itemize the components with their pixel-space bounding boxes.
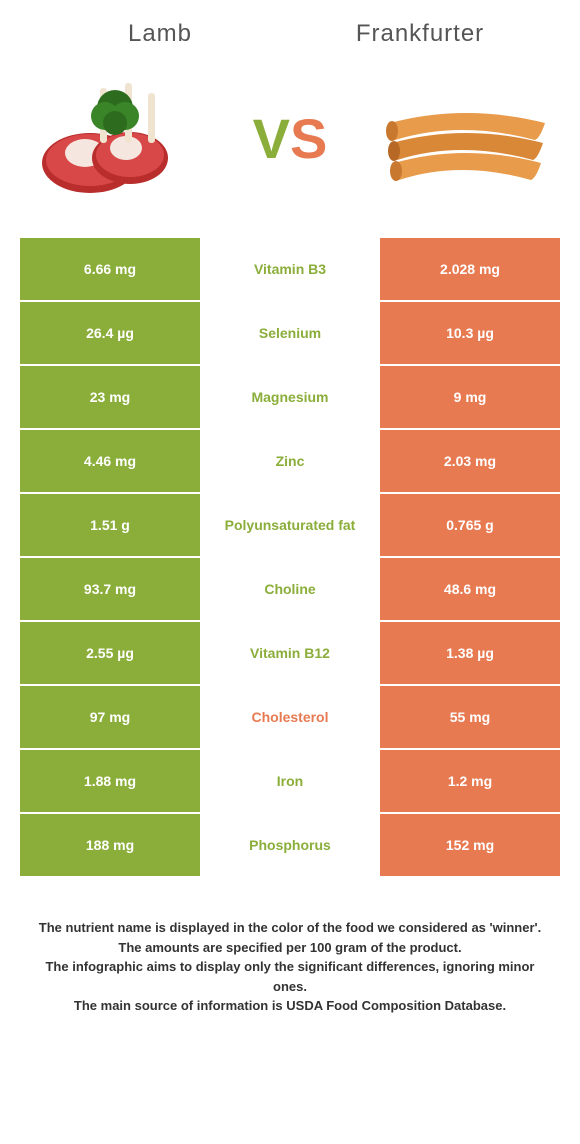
- cell-right-value: 55 mg: [380, 686, 560, 748]
- cell-right-value: 0.765 g: [380, 494, 560, 556]
- footer-notes: The nutrient name is displayed in the co…: [0, 878, 580, 1046]
- header: Lamb Frankfurter: [0, 0, 580, 58]
- cell-right-value: 10.3 µg: [380, 302, 560, 364]
- cell-left-value: 6.66 mg: [20, 238, 200, 300]
- table-row: 26.4 µgSelenium10.3 µg: [20, 302, 560, 364]
- table-row: 93.7 mgCholine48.6 mg: [20, 558, 560, 620]
- cell-nutrient-name: Cholesterol: [200, 686, 380, 748]
- table-row: 1.88 mgIron1.2 mg: [20, 750, 560, 812]
- cell-left-value: 4.46 mg: [20, 430, 200, 492]
- cell-right-value: 1.2 mg: [380, 750, 560, 812]
- table-row: 97 mgCholesterol55 mg: [20, 686, 560, 748]
- table-row: 2.55 µgVitamin B121.38 µg: [20, 622, 560, 684]
- cell-left-value: 2.55 µg: [20, 622, 200, 684]
- hero-row: VS: [0, 58, 580, 238]
- table-row: 4.46 mgZinc2.03 mg: [20, 430, 560, 492]
- cell-left-value: 23 mg: [20, 366, 200, 428]
- frankfurter-icon: [380, 68, 550, 208]
- table-row: 1.51 gPolyunsaturated fat0.765 g: [20, 494, 560, 556]
- footer-line-1: The nutrient name is displayed in the co…: [30, 918, 550, 938]
- cell-left-value: 93.7 mg: [20, 558, 200, 620]
- comparison-table: 6.66 mgVitamin B32.028 mg26.4 µgSelenium…: [20, 238, 560, 876]
- cell-nutrient-name: Vitamin B3: [200, 238, 380, 300]
- footer-line-2: The amounts are specified per 100 gram o…: [30, 938, 550, 958]
- cell-nutrient-name: Choline: [200, 558, 380, 620]
- cell-left-value: 1.51 g: [20, 494, 200, 556]
- cell-left-value: 97 mg: [20, 686, 200, 748]
- cell-nutrient-name: Polyunsaturated fat: [200, 494, 380, 556]
- cell-nutrient-name: Zinc: [200, 430, 380, 492]
- table-row: 23 mgMagnesium9 mg: [20, 366, 560, 428]
- cell-left-value: 188 mg: [20, 814, 200, 876]
- frankfurter-image: [380, 68, 550, 208]
- cell-right-value: 9 mg: [380, 366, 560, 428]
- cell-right-value: 1.38 µg: [380, 622, 560, 684]
- lamb-icon: [30, 68, 200, 208]
- cell-nutrient-name: Vitamin B12: [200, 622, 380, 684]
- vs-v: V: [253, 106, 290, 171]
- cell-right-value: 2.03 mg: [380, 430, 560, 492]
- vs-label: VS: [253, 106, 328, 171]
- cell-right-value: 48.6 mg: [380, 558, 560, 620]
- table-row: 6.66 mgVitamin B32.028 mg: [20, 238, 560, 300]
- table-row: 188 mgPhosphorus152 mg: [20, 814, 560, 876]
- vs-s: S: [290, 106, 327, 171]
- cell-nutrient-name: Selenium: [200, 302, 380, 364]
- cell-right-value: 2.028 mg: [380, 238, 560, 300]
- footer-line-4: The main source of information is USDA F…: [30, 996, 550, 1016]
- footer-line-3: The infographic aims to display only the…: [30, 957, 550, 996]
- cell-nutrient-name: Iron: [200, 750, 380, 812]
- lamb-image: [30, 68, 200, 208]
- cell-left-value: 1.88 mg: [20, 750, 200, 812]
- cell-left-value: 26.4 µg: [20, 302, 200, 364]
- cell-nutrient-name: Phosphorus: [200, 814, 380, 876]
- header-right-title: Frankfurter: [290, 20, 550, 48]
- header-left-title: Lamb: [30, 20, 290, 48]
- cell-nutrient-name: Magnesium: [200, 366, 380, 428]
- cell-right-value: 152 mg: [380, 814, 560, 876]
